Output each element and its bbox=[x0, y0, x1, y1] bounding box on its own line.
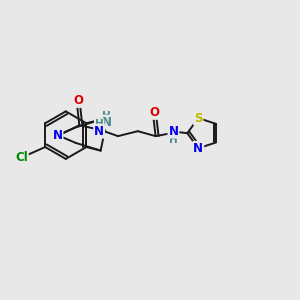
Text: S: S bbox=[194, 112, 202, 124]
Text: Cl: Cl bbox=[15, 152, 28, 164]
Text: H: H bbox=[169, 135, 178, 145]
Text: O: O bbox=[150, 106, 160, 119]
Text: N: N bbox=[168, 125, 178, 138]
Text: O: O bbox=[73, 94, 83, 107]
Text: N: N bbox=[193, 142, 203, 155]
Text: H: H bbox=[95, 119, 103, 129]
Text: H: H bbox=[102, 111, 111, 121]
Text: N: N bbox=[52, 129, 62, 142]
Text: N: N bbox=[102, 116, 112, 129]
Text: N: N bbox=[94, 125, 104, 138]
